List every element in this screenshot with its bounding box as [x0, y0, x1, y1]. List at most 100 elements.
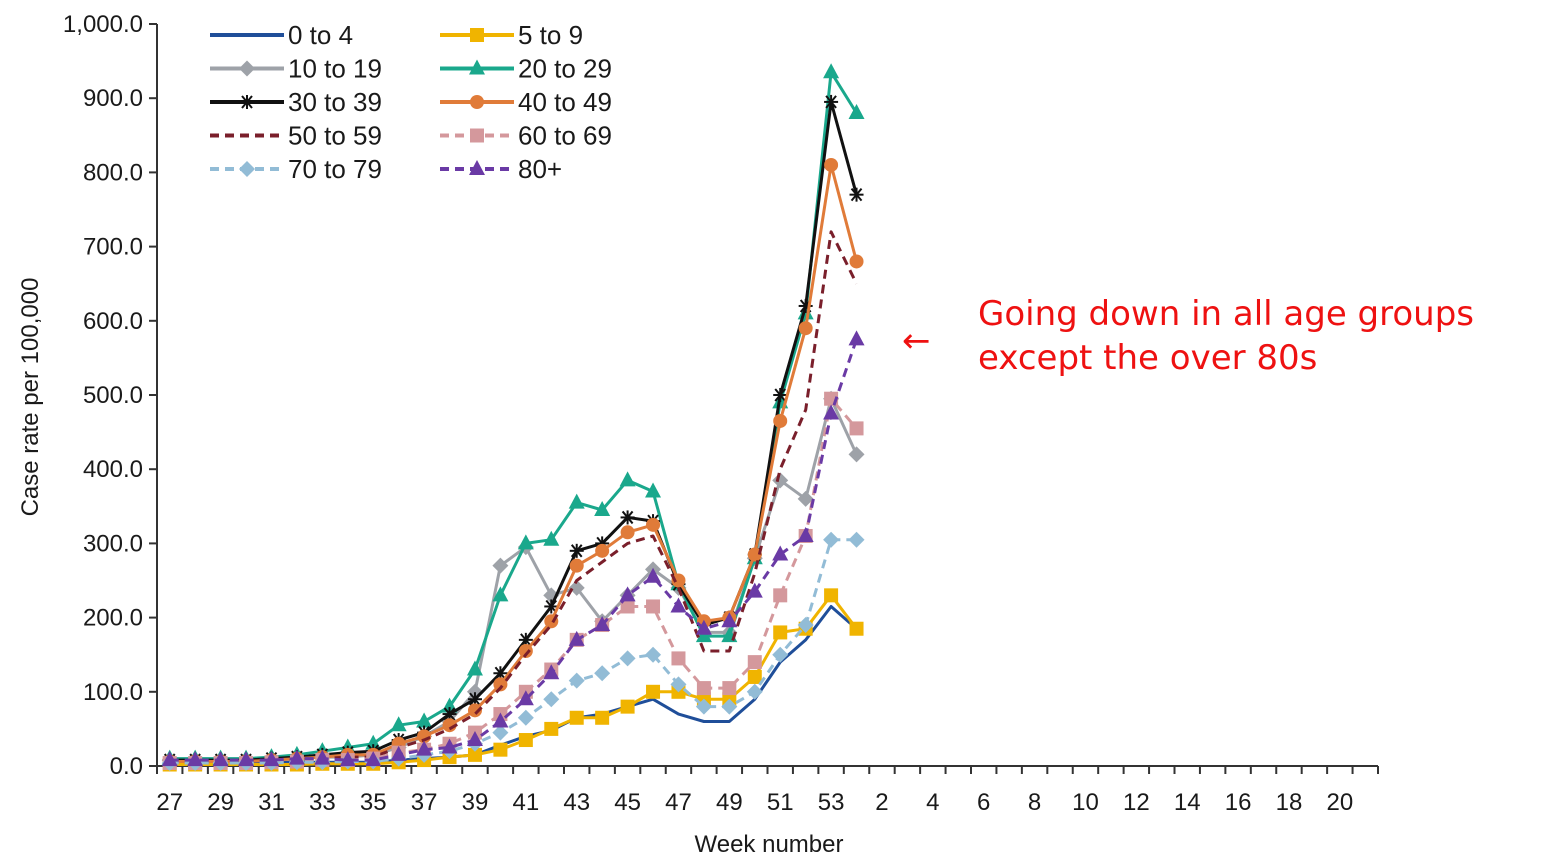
data-point	[619, 650, 636, 667]
data-point	[747, 655, 762, 670]
legend: 0 to 4 5 to 9 10 to 19 20 to 29 30 to 39 40 t…	[210, 20, 612, 184]
y-axis: 0.0 100.0 200.0 300.0 400.0 500.0 600.0 700.0 80…	[63, 11, 158, 780]
legend-item: 10 to 19	[210, 54, 382, 84]
data-point	[569, 558, 584, 573]
data-point	[314, 749, 331, 765]
x-tick-label: 14	[1174, 789, 1201, 816]
x-tick-label: 4	[926, 789, 939, 816]
data-point	[470, 95, 484, 109]
data-point	[695, 698, 712, 715]
data-point	[772, 472, 789, 489]
data-point	[772, 545, 789, 561]
data-point	[467, 703, 482, 718]
series-10-to-19	[161, 390, 865, 769]
data-point	[645, 482, 662, 498]
data-point	[568, 672, 585, 689]
x-tick-label: 37	[411, 789, 438, 816]
data-point	[646, 599, 661, 614]
data-point	[773, 625, 788, 640]
data-point	[798, 321, 813, 336]
x-tick-label: 2	[875, 789, 888, 816]
data-point	[721, 698, 738, 715]
x-tick-label: 18	[1276, 789, 1303, 816]
data-point	[848, 531, 865, 548]
legend-item: 70 to 79	[210, 154, 382, 184]
series-5-to-9	[162, 588, 864, 772]
x-tick-label: 27	[156, 789, 183, 816]
series-line	[169, 163, 858, 763]
x-tick-label: 16	[1225, 789, 1252, 816]
data-point	[849, 621, 864, 636]
data-point	[848, 330, 865, 346]
legend-label: 80+	[518, 154, 562, 184]
series-layer	[161, 63, 865, 772]
legend-item: 0 to 4	[210, 20, 353, 50]
y-axis-title: Case rate per 100,000	[17, 278, 44, 517]
data-point	[239, 161, 255, 177]
data-point	[747, 547, 762, 562]
y-tick-label: 900.0	[83, 85, 143, 112]
data-point	[773, 588, 788, 603]
data-point	[543, 664, 560, 680]
data-point	[670, 676, 687, 693]
x-tick-label: 6	[977, 789, 990, 816]
data-point	[619, 586, 636, 602]
legend-item: 80+	[440, 154, 562, 184]
legend-item: 40 to 49	[440, 87, 612, 117]
data-point	[721, 612, 738, 628]
legend-label: 20 to 29	[518, 54, 612, 84]
data-point	[212, 751, 229, 767]
annotation-text: Going down in all age groups except the …	[978, 292, 1547, 380]
data-point	[823, 531, 840, 548]
data-point	[619, 471, 636, 487]
series-line	[169, 70, 858, 761]
annotation-line-2: except the over 80s	[978, 338, 1318, 378]
data-point	[365, 751, 382, 767]
data-point	[620, 525, 635, 540]
data-point	[569, 543, 584, 558]
data-point	[288, 749, 305, 765]
legend-item: 60 to 69	[440, 121, 612, 151]
legend-label: 5 to 9	[518, 20, 583, 50]
data-point	[848, 446, 865, 463]
data-point	[620, 699, 635, 714]
data-point	[671, 651, 686, 666]
legend-label: 70 to 79	[288, 154, 382, 184]
x-axis: 27 29 31 33 35 37 39 41 43 45 47 49 51 53 2 4 6 8 10 12 14 16…	[156, 765, 1379, 816]
x-tick-label: 33	[309, 789, 336, 816]
data-point	[797, 526, 814, 542]
series-80-	[161, 330, 865, 767]
data-point	[746, 582, 763, 598]
data-point	[466, 660, 483, 676]
data-point	[849, 421, 864, 436]
y-tick-label: 0.0	[110, 753, 143, 780]
data-point	[824, 588, 839, 603]
series-line	[169, 593, 858, 766]
data-point	[620, 599, 635, 614]
data-point	[416, 712, 433, 728]
data-point	[849, 187, 864, 202]
data-point	[797, 490, 814, 507]
data-point	[492, 557, 509, 574]
data-point	[466, 731, 483, 747]
data-point	[645, 567, 662, 583]
legend-item: 5 to 9	[440, 20, 583, 50]
data-point	[646, 684, 661, 699]
x-tick-label: 45	[614, 789, 641, 816]
data-point	[823, 63, 840, 79]
data-point	[469, 59, 485, 75]
data-point	[339, 751, 356, 767]
data-point	[544, 721, 559, 736]
series-0-to-4	[169, 605, 858, 764]
y-tick-label: 700.0	[83, 234, 143, 261]
x-tick-label: 51	[767, 789, 794, 816]
data-point	[670, 597, 687, 613]
data-point	[620, 510, 635, 525]
data-point	[390, 716, 407, 732]
x-tick-label: 20	[1326, 789, 1353, 816]
x-tick-label: 8	[1028, 789, 1041, 816]
data-point	[493, 677, 508, 692]
legend-item: 30 to 39	[210, 87, 382, 117]
data-point	[161, 751, 178, 767]
